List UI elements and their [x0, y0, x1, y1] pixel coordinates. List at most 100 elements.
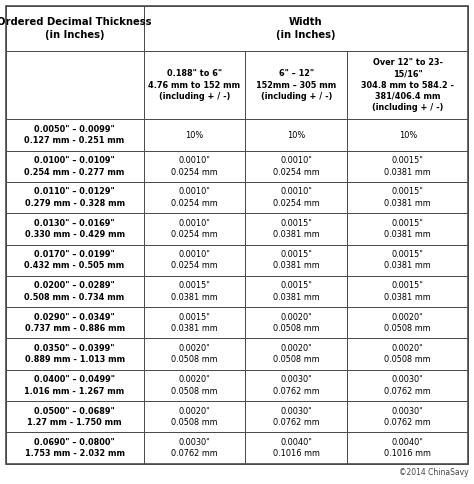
Bar — [6, 432, 144, 464]
Text: 0.0020"
0.0508 mm: 0.0020" 0.0508 mm — [273, 313, 319, 333]
Bar — [144, 244, 246, 276]
Text: 10%: 10% — [287, 131, 305, 139]
Text: 0.0110" – 0.0129"
0.279 mm - 0.328 mm: 0.0110" – 0.0129" 0.279 mm - 0.328 mm — [25, 187, 125, 208]
Bar — [6, 120, 144, 151]
Bar — [6, 51, 144, 120]
Bar — [6, 401, 144, 432]
Bar — [144, 51, 246, 120]
Bar — [347, 213, 468, 244]
Text: 0.0030"
0.0762 mm: 0.0030" 0.0762 mm — [384, 375, 431, 395]
Text: 0.0130" – 0.0169"
0.330 mm - 0.429 mm: 0.0130" – 0.0169" 0.330 mm - 0.429 mm — [25, 219, 125, 239]
Bar — [144, 307, 246, 338]
Text: 0.0050" – 0.0099"
0.127 mm - 0.251 mm: 0.0050" – 0.0099" 0.127 mm - 0.251 mm — [25, 125, 125, 145]
Text: 0.0015"
0.0381 mm: 0.0015" 0.0381 mm — [384, 250, 431, 271]
Text: 0.0020"
0.0508 mm: 0.0020" 0.0508 mm — [384, 344, 431, 364]
Bar — [347, 51, 468, 120]
Text: 0.0030"
0.0762 mm: 0.0030" 0.0762 mm — [273, 375, 319, 395]
Text: 0.0020"
0.0508 mm: 0.0020" 0.0508 mm — [171, 344, 218, 364]
Bar — [144, 213, 246, 244]
Text: 0.0010"
0.0254 mm: 0.0010" 0.0254 mm — [273, 187, 319, 208]
Bar — [6, 151, 144, 182]
Text: 0.0020"
0.0508 mm: 0.0020" 0.0508 mm — [273, 344, 319, 364]
Bar — [144, 370, 246, 401]
Text: ©2014 ChinaSavy: ©2014 ChinaSavy — [399, 468, 468, 477]
Text: Over 12" to 23-
15/16"
304.8 mm to 584.2 -
381/406.4 mm
(including + / -): Over 12" to 23- 15/16" 304.8 mm to 584.2… — [361, 58, 454, 112]
Text: 0.0690" – 0.0800"
1.753 mm - 2.032 mm: 0.0690" – 0.0800" 1.753 mm - 2.032 mm — [25, 438, 125, 458]
Text: 0.0015"
0.0381 mm: 0.0015" 0.0381 mm — [171, 281, 218, 302]
Bar — [246, 51, 347, 120]
Text: 0.0030"
0.0762 mm: 0.0030" 0.0762 mm — [384, 407, 431, 427]
Bar — [347, 182, 468, 213]
Text: 0.0020"
0.0508 mm: 0.0020" 0.0508 mm — [171, 375, 218, 395]
Bar — [246, 401, 347, 432]
Bar — [246, 213, 347, 244]
Bar — [246, 182, 347, 213]
Text: 0.0100" – 0.0109"
0.254 mm - 0.277 mm: 0.0100" – 0.0109" 0.254 mm - 0.277 mm — [25, 156, 125, 177]
Text: 0.0010"
0.0254 mm: 0.0010" 0.0254 mm — [273, 156, 319, 177]
Text: 0.0015"
0.0381 mm: 0.0015" 0.0381 mm — [384, 219, 431, 239]
Bar — [347, 276, 468, 307]
Text: 0.0030"
0.0762 mm: 0.0030" 0.0762 mm — [171, 438, 218, 458]
Text: 6" – 12"
152mm – 305 mm
(including + / -): 6" – 12" 152mm – 305 mm (including + / -… — [256, 69, 337, 101]
Bar — [144, 432, 246, 464]
Bar — [246, 151, 347, 182]
Bar — [6, 307, 144, 338]
Bar — [347, 432, 468, 464]
Bar — [246, 338, 347, 370]
Text: 0.0400" – 0.0499"
1.016 mm - 1.267 mm: 0.0400" – 0.0499" 1.016 mm - 1.267 mm — [25, 375, 125, 395]
Bar — [144, 182, 246, 213]
Text: Width
(in Inches): Width (in Inches) — [276, 17, 336, 40]
Text: 0.0015"
0.0381 mm: 0.0015" 0.0381 mm — [273, 281, 319, 302]
Text: 0.188" to 6"
4.76 mm to 152 mm
(including + / -): 0.188" to 6" 4.76 mm to 152 mm (includin… — [148, 69, 240, 101]
Bar — [347, 151, 468, 182]
Text: 0.0020"
0.0508 mm: 0.0020" 0.0508 mm — [384, 313, 431, 333]
Text: 10%: 10% — [399, 131, 417, 139]
Bar — [246, 120, 347, 151]
Bar — [347, 338, 468, 370]
Text: 0.0010"
0.0254 mm: 0.0010" 0.0254 mm — [171, 156, 218, 177]
Bar — [246, 244, 347, 276]
Bar — [347, 120, 468, 151]
Bar — [6, 338, 144, 370]
Bar — [347, 401, 468, 432]
Text: 0.0350" – 0.0399"
0.889 mm - 1.013 mm: 0.0350" – 0.0399" 0.889 mm - 1.013 mm — [25, 344, 125, 364]
Bar — [144, 276, 246, 307]
Bar — [6, 276, 144, 307]
Text: 0.0020"
0.0508 mm: 0.0020" 0.0508 mm — [171, 407, 218, 427]
Text: 0.0290" – 0.0349"
0.737 mm - 0.886 mm: 0.0290" – 0.0349" 0.737 mm - 0.886 mm — [25, 313, 125, 333]
Text: 0.0030"
0.0762 mm: 0.0030" 0.0762 mm — [273, 407, 319, 427]
Bar — [144, 151, 246, 182]
Text: 10%: 10% — [185, 131, 203, 139]
Bar — [246, 370, 347, 401]
Bar — [347, 307, 468, 338]
Bar — [347, 370, 468, 401]
Bar — [347, 244, 468, 276]
Text: Ordered Decimal Thickness
(in Inches): Ordered Decimal Thickness (in Inches) — [0, 17, 152, 40]
Bar — [6, 244, 144, 276]
Bar — [246, 276, 347, 307]
Text: 0.0010"
0.0254 mm: 0.0010" 0.0254 mm — [171, 187, 218, 208]
Text: 0.0015"
0.0381 mm: 0.0015" 0.0381 mm — [384, 156, 431, 177]
Bar — [144, 338, 246, 370]
Text: 0.0015"
0.0381 mm: 0.0015" 0.0381 mm — [384, 281, 431, 302]
Text: 0.0010"
0.0254 mm: 0.0010" 0.0254 mm — [171, 219, 218, 239]
Bar — [246, 307, 347, 338]
Bar — [144, 6, 468, 51]
Text: 0.0015"
0.0381 mm: 0.0015" 0.0381 mm — [273, 250, 319, 271]
Text: 0.0015"
0.0381 mm: 0.0015" 0.0381 mm — [384, 187, 431, 208]
Text: 0.0500" – 0.0689"
1.27 mm - 1.750 mm: 0.0500" – 0.0689" 1.27 mm - 1.750 mm — [27, 407, 122, 427]
Bar — [6, 182, 144, 213]
Bar — [6, 370, 144, 401]
Text: 0.0040"
0.1016 mm: 0.0040" 0.1016 mm — [273, 438, 319, 458]
Text: 0.0015"
0.0381 mm: 0.0015" 0.0381 mm — [171, 313, 218, 333]
Bar — [246, 432, 347, 464]
Text: 0.0015"
0.0381 mm: 0.0015" 0.0381 mm — [273, 219, 319, 239]
Bar — [6, 213, 144, 244]
Bar — [144, 401, 246, 432]
Text: 0.0040"
0.1016 mm: 0.0040" 0.1016 mm — [384, 438, 431, 458]
Text: 0.0010"
0.0254 mm: 0.0010" 0.0254 mm — [171, 250, 218, 271]
Text: 0.0170" – 0.0199"
0.432 mm - 0.505 mm: 0.0170" – 0.0199" 0.432 mm - 0.505 mm — [25, 250, 125, 271]
Bar — [144, 120, 246, 151]
Bar — [6, 6, 144, 51]
Text: 0.0200" – 0.0289"
0.508 mm - 0.734 mm: 0.0200" – 0.0289" 0.508 mm - 0.734 mm — [25, 281, 125, 302]
